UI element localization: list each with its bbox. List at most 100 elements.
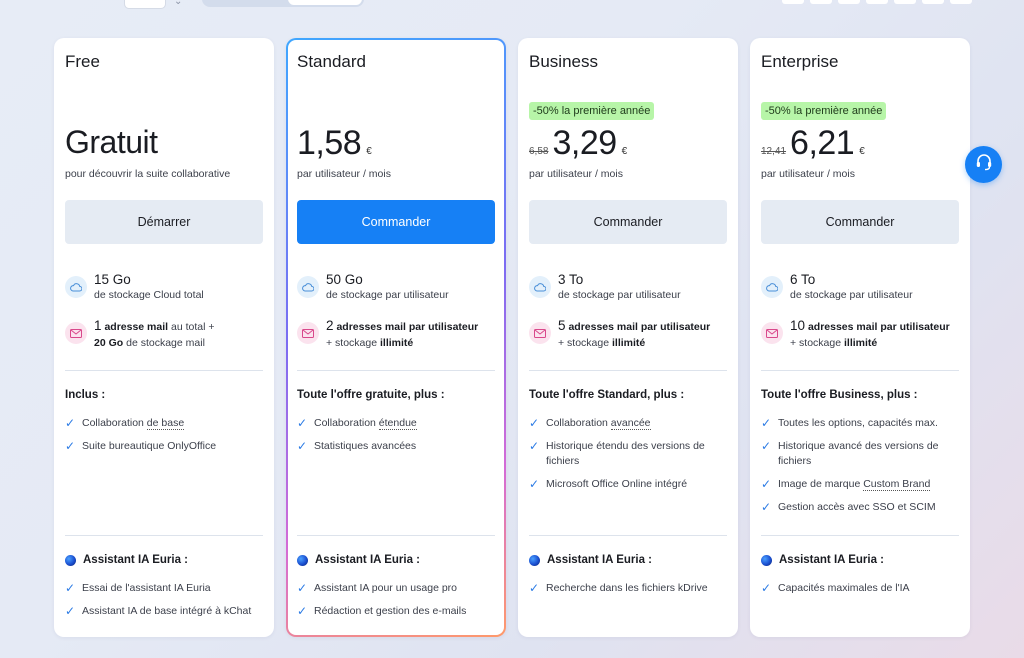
plan-card-standard: Standard 1,58 € par utilisateur / mois C… [286, 38, 506, 637]
storage-amount: 15 Go [94, 272, 131, 287]
mail-count: 10 [790, 318, 806, 333]
divider [761, 370, 959, 371]
top-tab[interactable] [782, 0, 804, 4]
top-tabs [782, 0, 972, 4]
plan-period: pour découvrir la suite collaborative [65, 168, 231, 180]
check-icon: ✓ [761, 439, 772, 453]
mail-line2: 20 Go de stockage mail [94, 335, 215, 351]
promo-badge: -50% la première année [529, 102, 655, 120]
list-item: ✓ Collaboration de base [65, 416, 264, 431]
check-icon: ✓ [529, 581, 540, 595]
list-item: ✓ Collaboration avancée [529, 416, 728, 431]
feature-list: ✓ Collaboration de base ✓ Suite bureautiqu… [65, 416, 264, 462]
feature-tooltip-link[interactable]: avancée [610, 417, 651, 430]
mail-label: adresses mail par utilisateur [807, 321, 950, 333]
mail-icon [529, 322, 551, 344]
feature-tooltip-link[interactable]: Custom Brand [863, 478, 931, 491]
divider [761, 535, 959, 536]
mail-line1: 2 adresses mail par utilisateur [326, 318, 478, 335]
mail-feature: 10 adresses mail par utilisateur + stock… [761, 318, 950, 351]
list-item: ✓ Assistant IA pour un usage pro [297, 581, 496, 596]
currency: € [621, 146, 628, 157]
mail-line1: 5 adresses mail par utilisateur [558, 318, 710, 335]
check-icon: ✓ [761, 581, 772, 595]
storage-feature: 3 To de stockage par utilisateur [529, 272, 681, 303]
chevron-down-icon[interactable]: ⌄ [174, 0, 183, 7]
currency: € [366, 146, 372, 157]
feature-text: Microsoft Office Online intégré [546, 478, 688, 490]
mail-label: adresses mail par utilisateur [568, 321, 711, 333]
check-icon: ✓ [529, 439, 540, 453]
mail-feature: 5 adresses mail par utilisateur + stocka… [529, 318, 710, 351]
top-controls: ⌄ [0, 0, 1024, 10]
feature-text: Historique avancé des versions de fichie… [778, 440, 939, 467]
mail-label: adresses mail par utilisateur [336, 321, 479, 333]
start-button[interactable]: Démarrer [65, 200, 263, 244]
billing-toggle-active[interactable] [288, 0, 362, 5]
cloud-icon [529, 276, 551, 298]
mail-icon [761, 322, 783, 344]
check-icon: ✓ [65, 604, 76, 618]
top-tab[interactable] [950, 0, 972, 4]
mail-icon [297, 322, 319, 344]
price-row: Gratuit [65, 124, 158, 161]
price-row: 1,58 € [297, 124, 372, 163]
storage-amount: 3 To [558, 272, 584, 287]
storage-feature: 15 Go de stockage Cloud total [65, 272, 204, 303]
check-icon: ✓ [761, 500, 772, 514]
check-icon: ✓ [297, 604, 308, 618]
ai-section-title: Assistant IA Euria : [297, 554, 420, 566]
globe-icon [529, 554, 540, 566]
section-title: Toute l'offre gratuite, plus : [297, 389, 445, 401]
currency: € [859, 146, 865, 157]
ai-section-title: Assistant IA Euria : [761, 554, 884, 566]
plan-name: Free [65, 52, 100, 71]
headset-icon [974, 152, 994, 177]
list-item: ✓ Assistant IA de base intégré à kChat [65, 604, 264, 619]
top-tab[interactable] [866, 0, 888, 4]
check-icon: ✓ [761, 477, 772, 491]
list-item: ✓ Rédaction et gestion des e-mails [297, 604, 496, 619]
ai-section-title: Assistant IA Euria : [65, 554, 188, 566]
mail-count: 2 [326, 318, 334, 333]
feature-tooltip-link[interactable]: étendue [378, 417, 417, 430]
section-title: Toute l'offre Business, plus : [761, 389, 918, 401]
support-chat-button[interactable] [965, 146, 1002, 183]
mail-line1: 10 adresses mail par utilisateur [790, 318, 950, 335]
feature-tooltip-link[interactable]: de base [146, 417, 185, 430]
mail-count: 5 [558, 318, 566, 333]
order-button[interactable]: Commander [297, 200, 495, 244]
top-tab[interactable] [838, 0, 860, 4]
divider [297, 370, 495, 371]
plan-card-enterprise: Enterprise -50% la première année 12,41 … [750, 38, 970, 637]
order-button[interactable]: Commander [529, 200, 727, 244]
feature-text: Gestion accès avec SSO et SCIM [778, 501, 936, 513]
plan-card-business: Business -50% la première année 6,58 3,2… [518, 38, 738, 637]
check-icon: ✓ [297, 581, 308, 595]
globe-icon [761, 554, 772, 566]
storage-amount: 6 To [790, 272, 816, 287]
list-item: ✓ Recherche dans les fichiers kDrive [529, 581, 728, 596]
currency-select[interactable] [124, 0, 166, 9]
plan-name: Business [529, 52, 598, 71]
plan-price: 3,29 [552, 124, 617, 162]
check-icon: ✓ [529, 477, 540, 491]
list-item: ✓ Essai de l'assistant IA Euria [65, 581, 264, 596]
storage-feature: 6 To de stockage par utilisateur [761, 272, 913, 303]
feature-text: Statistiques avancées [314, 440, 417, 452]
billing-toggle[interactable] [202, 0, 364, 7]
mail-storage-amount: illimité [612, 337, 646, 349]
top-tab[interactable] [922, 0, 944, 4]
feature-text: Collaboration [546, 417, 611, 429]
top-tab[interactable] [810, 0, 832, 4]
storage-feature: 50 Go de stockage par utilisateur [297, 272, 449, 303]
promo-badge: -50% la première année [761, 102, 887, 120]
feature-list: ✓ Collaboration étendue ✓ Statistiques ava… [297, 416, 496, 462]
check-icon: ✓ [65, 416, 76, 430]
feature-text: Collaboration [82, 417, 147, 429]
top-tab[interactable] [894, 0, 916, 4]
feature-text: Collaboration [314, 417, 379, 429]
price-row: 12,41 6,21 € [761, 124, 865, 163]
feature-text: Image de marque [778, 478, 864, 490]
order-button[interactable]: Commander [761, 200, 959, 244]
